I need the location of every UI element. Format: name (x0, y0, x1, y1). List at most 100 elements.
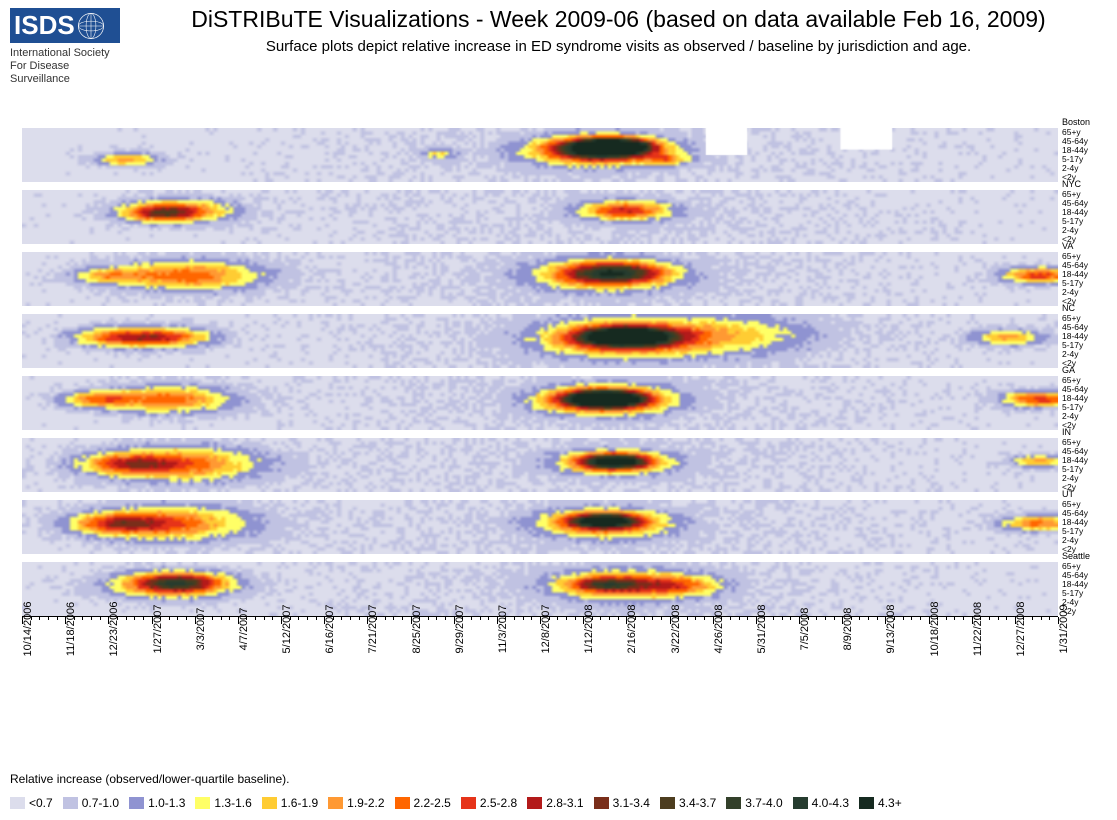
x-tick-label: 4/26/2008 (713, 605, 725, 654)
globe-icon (77, 12, 105, 40)
legend-item: 3.4-3.7 (660, 796, 716, 810)
legend-label: 3.1-3.4 (613, 796, 650, 810)
legend-item: 1.6-1.9 (262, 796, 318, 810)
jurisdiction-label: IN (1062, 427, 1114, 437)
x-tick-label: 10/18/2008 (929, 601, 941, 656)
heatmap-canvas (22, 314, 1058, 368)
age-labels: 65+y45-64y18-44y5-17y2-4y<2y (1062, 314, 1114, 368)
legend-swatch (660, 797, 675, 809)
x-tick-label: 7/21/2007 (367, 605, 379, 654)
x-tick-label: 2/16/2008 (626, 605, 638, 654)
x-tick-label: 12/23/2006 (108, 601, 120, 656)
legend-label: 1.3-1.6 (214, 796, 251, 810)
legend-item: 2.5-2.8 (461, 796, 517, 810)
heatmap-canvas (22, 438, 1058, 492)
jurisdiction-label: Boston (1062, 117, 1114, 127)
legend-item: 3.1-3.4 (594, 796, 650, 810)
age-labels: 65+y45-64y18-44y5-17y2-4y<2y (1062, 128, 1114, 182)
legend-swatch (262, 797, 277, 809)
legend-label: 2.8-3.1 (546, 796, 583, 810)
heatmap-strip-ut: UT65+y45-64y18-44y5-17y2-4y<2y (22, 500, 1058, 554)
legend-swatch (594, 797, 609, 809)
legend-swatch (859, 797, 874, 809)
x-tick-label: 5/31/2008 (756, 605, 768, 654)
x-tick-label: 11/22/2008 (972, 602, 984, 656)
legend-swatch (527, 797, 542, 809)
heatmap-canvas (22, 500, 1058, 554)
legend-item: 1.3-1.6 (195, 796, 251, 810)
legend-label: 1.0-1.3 (148, 796, 185, 810)
jurisdiction-label: UT (1062, 489, 1114, 499)
legend-item: 4.3+ (859, 796, 902, 810)
jurisdiction-label: NYC (1062, 179, 1114, 189)
jurisdiction-label: NC (1062, 303, 1114, 313)
legend-swatch (129, 797, 144, 809)
heatmap-canvas (22, 376, 1058, 430)
legend-item: 0.7-1.0 (63, 796, 119, 810)
x-tick-label: 9/29/2007 (454, 605, 466, 654)
legend-swatch (461, 797, 476, 809)
legend-swatch (395, 797, 410, 809)
x-tick-label: 6/16/2007 (324, 605, 336, 654)
legend-label: 4.0-4.3 (812, 796, 849, 810)
heatmap-canvas (22, 190, 1058, 244)
legend-label: 1.9-2.2 (347, 796, 384, 810)
jurisdiction-label: Seattle (1062, 551, 1114, 561)
x-axis: 10/14/200611/18/200612/23/20061/27/20073… (22, 616, 1058, 674)
legend-label: 1.6-1.9 (281, 796, 318, 810)
jurisdiction-label: VA (1062, 241, 1114, 251)
legend-swatch (10, 797, 25, 809)
x-tick-label: 7/5/2008 (799, 608, 811, 651)
legend-swatch (793, 797, 808, 809)
x-tick-label: 3/3/2007 (195, 608, 207, 651)
x-tick-label: 12/27/2008 (1015, 601, 1027, 656)
isds-logo: ISDS International Society For Disease S… (10, 8, 120, 87)
legend-title: Relative increase (observed/lower-quarti… (10, 772, 902, 786)
legend-item: 2.8-3.1 (527, 796, 583, 810)
heatmap-canvas (22, 128, 1058, 182)
age-labels: 65+y45-64y18-44y5-17y2-4y<2y (1062, 252, 1114, 306)
legend-swatch (328, 797, 343, 809)
x-tick-label: 1/12/2008 (583, 605, 595, 654)
legend-label: 3.4-3.7 (679, 796, 716, 810)
heatmap-strip-ga: GA65+y45-64y18-44y5-17y2-4y<2y (22, 376, 1058, 430)
legend-item: <0.7 (10, 796, 53, 810)
x-tick-label: 9/13/2008 (885, 605, 897, 654)
x-tick-label: 1/27/2007 (152, 605, 164, 654)
legend-label: <0.7 (29, 796, 53, 810)
x-tick-label: 5/12/2007 (281, 605, 293, 654)
age-labels: 65+y45-64y18-44y5-17y2-4y<2y (1062, 438, 1114, 492)
heatmap-strip-nyc: NYC65+y45-64y18-44y5-17y2-4y<2y (22, 190, 1058, 244)
page-title: DiSTRIBuTE Visualizations - Week 2009-06… (130, 6, 1107, 33)
heatmap-strip-in: IN65+y45-64y18-44y5-17y2-4y<2y (22, 438, 1058, 492)
logo-subtitle-1: International Society (10, 47, 110, 59)
legend-item: 2.2-2.5 (395, 796, 451, 810)
heatmap-strip-boston: Boston65+y45-64y18-44y5-17y2-4y<2y (22, 128, 1058, 182)
legend-label: 2.2-2.5 (414, 796, 451, 810)
legend-swatch (726, 797, 741, 809)
heatmap-canvas (22, 252, 1058, 306)
logo-text: ISDS (14, 10, 75, 41)
page-subtitle: Surface plots depict relative increase i… (130, 38, 1107, 55)
legend-item: 4.0-4.3 (793, 796, 849, 810)
legend-item: 3.7-4.0 (726, 796, 782, 810)
age-labels: 65+y45-64y18-44y5-17y2-4y<2y (1062, 190, 1114, 244)
heatmap-strip-nc: NC65+y45-64y18-44y5-17y2-4y<2y (22, 314, 1058, 368)
x-tick-label: 11/3/2007 (497, 605, 509, 653)
x-tick-label: 10/14/2006 (22, 601, 34, 656)
legend-swatch (63, 797, 78, 809)
x-tick-label: 4/7/2007 (238, 608, 250, 651)
legend-label: 4.3+ (878, 796, 902, 810)
age-labels: 65+y45-64y18-44y5-17y2-4y<2y (1062, 376, 1114, 430)
x-tick-label: 8/9/2008 (842, 608, 854, 651)
x-tick-label: 11/18/2006 (65, 602, 77, 656)
heatmap-strip-va: VA65+y45-64y18-44y5-17y2-4y<2y (22, 252, 1058, 306)
legend-label: 0.7-1.0 (82, 796, 119, 810)
legend-item: 1.9-2.2 (328, 796, 384, 810)
legend-label: 3.7-4.0 (745, 796, 782, 810)
age-labels: 65+y45-64y18-44y5-17y2-4y<2y (1062, 500, 1114, 554)
logo-subtitle-2: For Disease Surveillance (10, 60, 70, 85)
x-tick-label: 8/25/2007 (411, 605, 423, 654)
legend-label: 2.5-2.8 (480, 796, 517, 810)
x-tick-label: 12/8/2007 (540, 605, 552, 654)
